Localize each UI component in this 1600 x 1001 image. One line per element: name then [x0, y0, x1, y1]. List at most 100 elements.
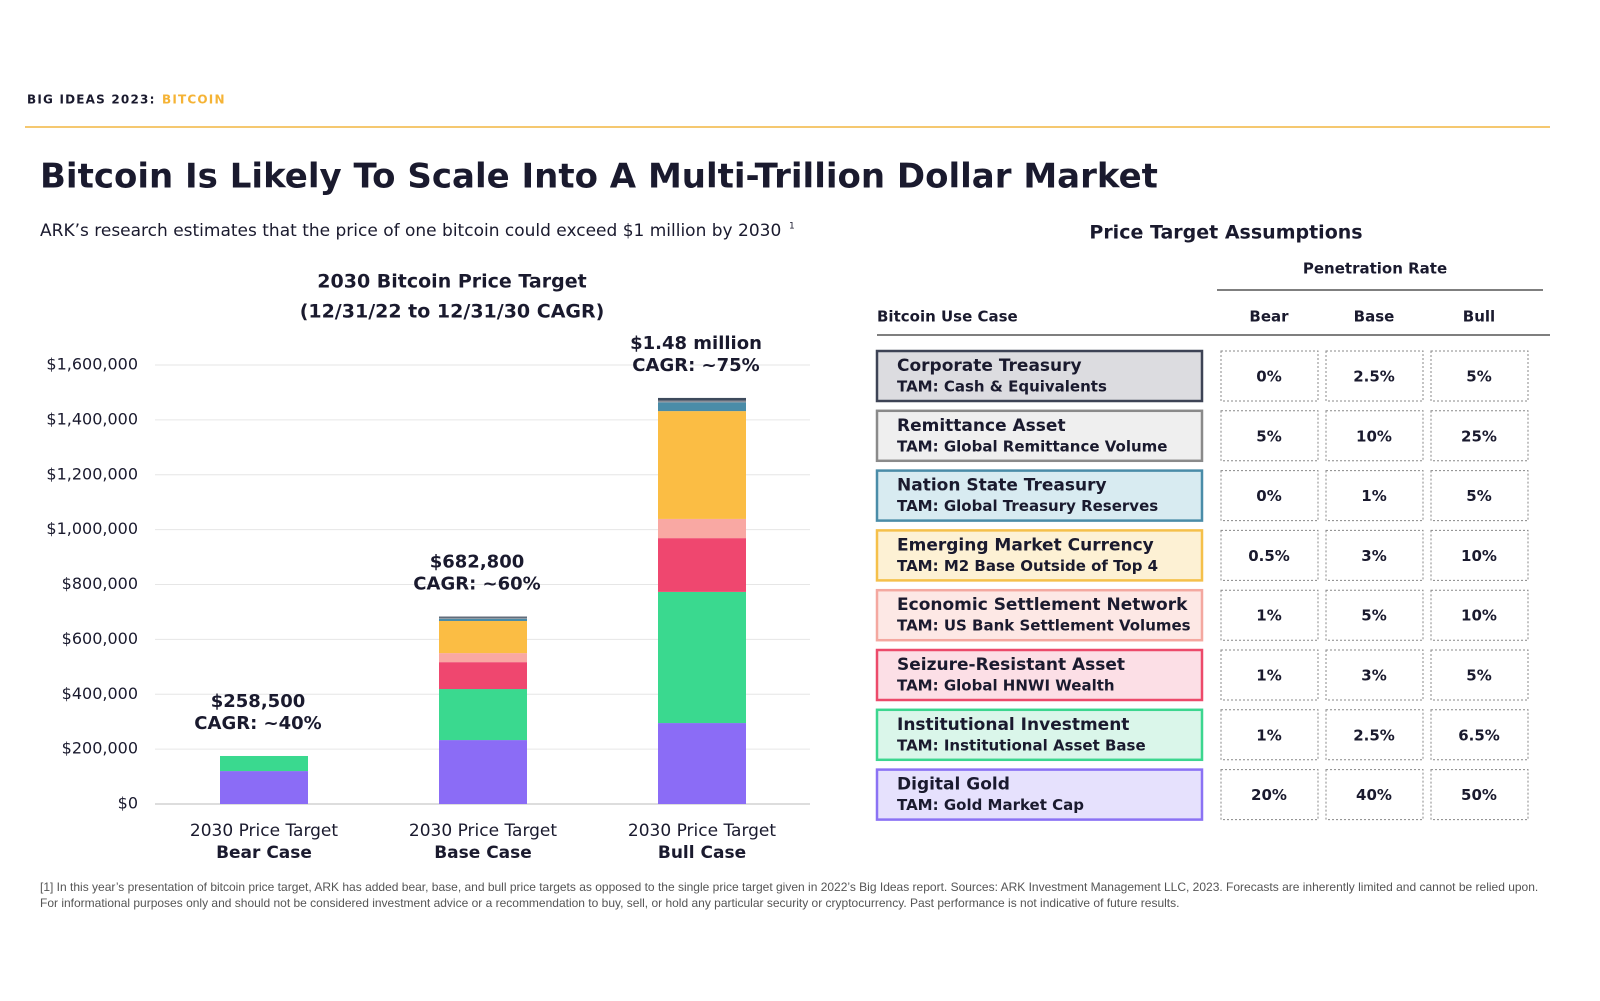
use-case-tam: TAM: Institutional Asset Base: [897, 736, 1146, 754]
rate-cell: [1325, 470, 1424, 522]
use-case-tam: TAM: Cash & Equivalents: [897, 378, 1107, 396]
rate-value: 2.5%: [1353, 726, 1395, 744]
chart-subtitle: (12/31/22 to 12/31/30 CAGR): [300, 301, 605, 323]
chart-title: 2030 Bitcoin Price Target: [317, 271, 586, 293]
use-case-box: [875, 469, 1204, 522]
rate-cell: [1430, 709, 1529, 761]
rate-value: 10%: [1461, 547, 1497, 565]
table-title: Price Target Assumptions: [1089, 222, 1362, 244]
rate-value: 3%: [1361, 667, 1386, 685]
rate-cell: [1325, 589, 1424, 641]
rate-value: 0.5%: [1248, 547, 1290, 565]
rate-cell: [1220, 769, 1319, 821]
rate-value: 5%: [1466, 667, 1491, 685]
use-case-tam: TAM: M2 Base Outside of Top 4: [897, 557, 1158, 575]
bar-segment: [658, 411, 746, 519]
bar-segment: [658, 397, 746, 401]
rate-cell: [1430, 350, 1529, 402]
bar-segment: [439, 617, 527, 619]
bar-segment: [220, 771, 308, 804]
rate-cell: [1220, 410, 1319, 462]
x-tick-label: Base Case: [434, 843, 532, 863]
rate-cell: [1325, 649, 1424, 701]
rate-cell: [1325, 769, 1424, 821]
subtitle-note: 1: [789, 222, 795, 232]
total-label: $258,500: [211, 691, 306, 712]
bar-segment: [658, 591, 746, 724]
bar-segment: [439, 616, 527, 618]
rate-cell: [1430, 410, 1529, 462]
rate-value: 10%: [1356, 427, 1392, 445]
y-tick-label: $400,000: [62, 684, 138, 703]
y-tick-label: $1,200,000: [46, 464, 138, 483]
bar-segment: [220, 755, 308, 772]
x-tick-prefix: 2030 Price Target: [628, 821, 776, 841]
bar-segment: [439, 740, 527, 804]
rate-cell: [1430, 769, 1529, 821]
use-case-name: Corporate Treasury: [897, 356, 1082, 376]
total-label: $1.48 million: [630, 333, 762, 354]
rate-cell: [1325, 350, 1424, 402]
x-tick-label: Bear Case: [216, 843, 312, 863]
rate-value: 25%: [1461, 427, 1497, 445]
rate-cell: [1430, 529, 1529, 581]
use-case-name: Digital Gold: [897, 775, 1010, 795]
rate-value: 1%: [1361, 487, 1386, 505]
rate-cell: [1430, 649, 1529, 701]
cagr-label: CAGR: ~75%: [632, 355, 759, 376]
cagr-label: CAGR: ~40%: [194, 713, 321, 734]
bar-segment: [439, 662, 527, 690]
rate-value: 1%: [1256, 667, 1281, 685]
rate-cell: [1430, 589, 1529, 641]
rate-cell: [1220, 350, 1319, 402]
use-case-tam: TAM: Global HNWI Wealth: [897, 677, 1115, 695]
column-header: Base: [1354, 308, 1395, 326]
use-case-box: [875, 708, 1204, 762]
rate-cell: [1220, 529, 1319, 581]
use-case-tam: TAM: Global Treasury Reserves: [897, 497, 1158, 515]
y-tick-label: $800,000: [62, 574, 138, 593]
use-case-name: Emerging Market Currency: [897, 535, 1154, 555]
rate-value: 2.5%: [1353, 368, 1395, 386]
rate-value: 3%: [1361, 547, 1386, 565]
rate-value: 0%: [1256, 368, 1281, 386]
bar-segment: [439, 618, 527, 621]
use-case-box: [875, 768, 1204, 821]
rate-value: 5%: [1361, 607, 1386, 625]
use-case-box: [875, 529, 1204, 582]
rate-cell: [1220, 649, 1319, 701]
use-case-tam: TAM: Global Remittance Volume: [897, 437, 1167, 455]
y-tick-label: $1,000,000: [46, 519, 138, 538]
rate-cell: [1325, 410, 1424, 462]
rate-cell: [1325, 709, 1424, 761]
use-case-box: [875, 349, 1204, 403]
x-tick-prefix: 2030 Price Target: [409, 821, 557, 841]
rate-value: 5%: [1256, 427, 1281, 445]
use-case-name: Economic Settlement Network: [897, 595, 1188, 615]
use-case-name: Remittance Asset: [897, 416, 1066, 436]
header-topic: BITCOIN: [162, 93, 226, 107]
column-header: Bear: [1249, 308, 1289, 326]
x-tick-prefix: 2030 Price Target: [190, 821, 338, 841]
rate-value: 0%: [1256, 487, 1281, 505]
table-group-header: Penetration Rate: [1303, 260, 1447, 278]
use-case-name: Seizure-Resistant Asset: [897, 655, 1125, 675]
bar-segment: [439, 653, 527, 663]
rate-cell: [1430, 470, 1529, 522]
footnote: [1] In this year’s presentation of bitco…: [40, 880, 1539, 910]
y-tick-label: $0: [118, 794, 138, 813]
use-case-name: Nation State Treasury: [897, 476, 1107, 496]
bar-segment: [439, 689, 527, 741]
rate-value: 5%: [1466, 487, 1491, 505]
bar-segment: [439, 620, 527, 654]
subtitle: ARK’s research estimates that the price …: [40, 221, 781, 241]
bar-segment: [658, 518, 746, 539]
y-tick-label: $600,000: [62, 629, 138, 648]
rate-value: 1%: [1256, 607, 1281, 625]
rate-value: 20%: [1251, 786, 1287, 804]
bar-segment: [658, 538, 746, 592]
header-label: BIG IDEAS 2023:: [27, 93, 156, 107]
y-tick-label: $1,600,000: [46, 355, 138, 374]
